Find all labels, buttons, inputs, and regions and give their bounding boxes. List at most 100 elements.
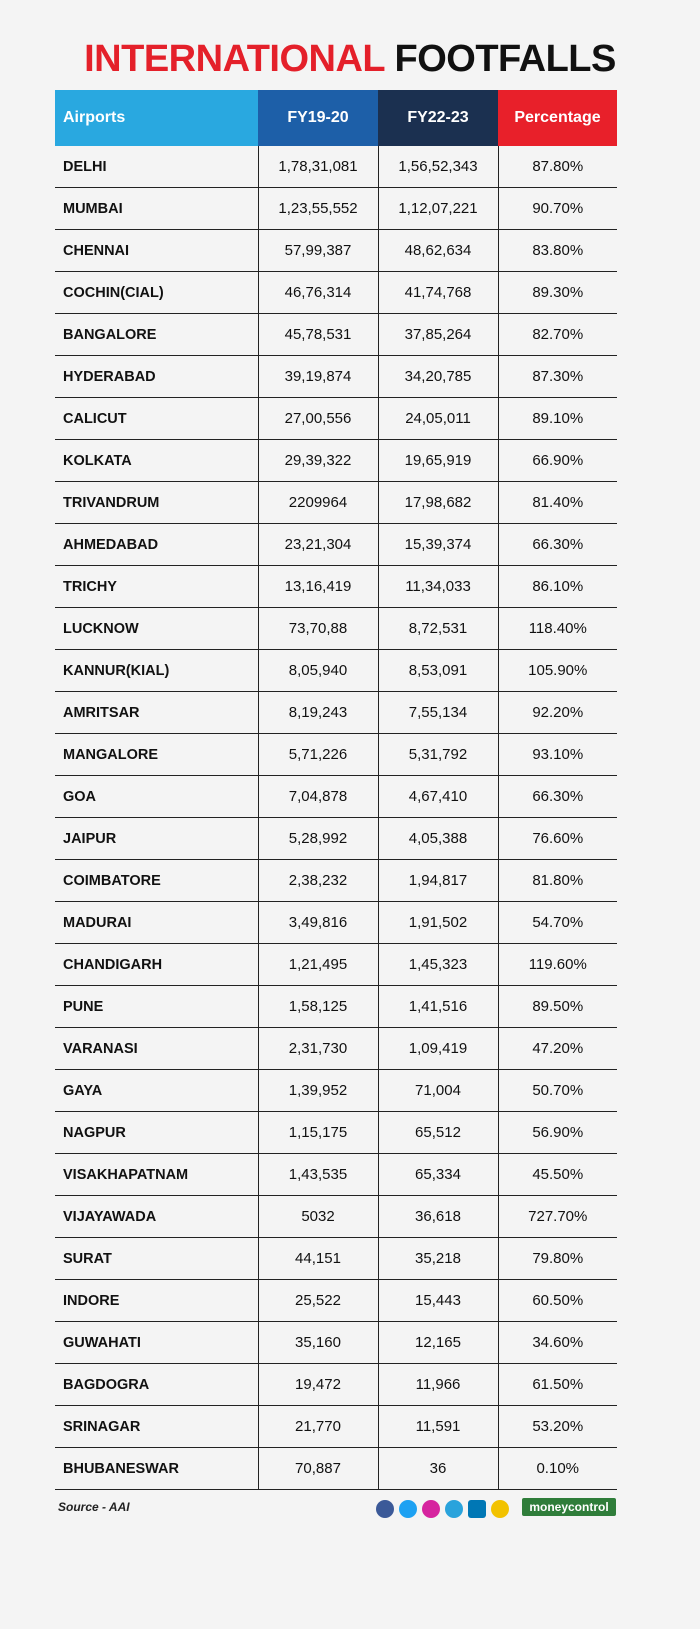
table-cell: 66.30% [498, 523, 617, 566]
title-red: INTERNATIONAL [84, 38, 385, 80]
table-row: BANGALORE 45,78,531 37,85,264 82.70% [55, 313, 617, 356]
table-cell: 89.30% [498, 271, 617, 314]
table-cell: 87.30% [498, 355, 617, 398]
source: Source - AAI [58, 1500, 130, 1514]
table-cell: 89.10% [498, 397, 617, 440]
table-body: DELHI 1,78,31,081 1,56,52,343 87.80% MUMBAI 1… [55, 146, 617, 1490]
table-cell: 8,19,243 [258, 691, 379, 734]
table-cell: 81.80% [498, 859, 617, 902]
table-cell: 17,98,682 [378, 481, 499, 524]
table-cell: 2,31,730 [258, 1027, 379, 1070]
table-cell: 1,94,817 [378, 859, 499, 902]
table-cell: 15,443 [378, 1279, 499, 1322]
data-table: Airports FY19-20 FY22-23 Percentage DELHI 1,… [55, 90, 617, 1490]
table-cell: 8,53,091 [378, 649, 499, 692]
table-cell: 19,65,919 [378, 439, 499, 482]
table-cell: 1,21,495 [258, 943, 379, 986]
table-cell: 90.70% [498, 187, 617, 230]
table-cell: 66.90% [498, 439, 617, 482]
table-row: TRIVANDRUM 2209964 17,98,682 81.40% [55, 481, 617, 524]
airport-name: COIMBATORE [55, 859, 259, 902]
table-row: LUCKNOW 73,70,88 8,72,531 118.40% [55, 607, 617, 650]
table-cell: 93.10% [498, 733, 617, 776]
table-cell: 87.80% [498, 146, 617, 188]
table-cell: 24,05,011 [378, 397, 499, 440]
table-cell: 36 [378, 1447, 499, 1490]
table-cell: 65,512 [378, 1111, 499, 1154]
table-cell: 36,618 [378, 1195, 499, 1238]
airport-name: INDORE [55, 1279, 259, 1322]
table-cell: 1,56,52,343 [378, 146, 499, 188]
table-row: MANGALORE 5,71,226 5,31,792 93.10% [55, 733, 617, 776]
table-cell: 0.10% [498, 1447, 617, 1490]
table-row: KANNUR(KIAL) 8,05,940 8,53,091 105.90% [55, 649, 617, 692]
table-row: CALICUT 27,00,556 24,05,011 89.10% [55, 397, 617, 440]
table-row: BHUBANESWAR 70,887 36 0.10% [55, 1447, 617, 1490]
table-row: COCHIN(CIAL) 46,76,314 41,74,768 89.30% [55, 271, 617, 314]
airport-name: MANGALORE [55, 733, 259, 776]
table-cell: 35,218 [378, 1237, 499, 1280]
table-row: GOA 7,04,878 4,67,410 66.30% [55, 775, 617, 818]
airport-name: NAGPUR [55, 1111, 259, 1154]
table-row: AMRITSAR 8,19,243 7,55,134 92.20% [55, 691, 617, 734]
airport-name: JAIPUR [55, 817, 259, 860]
airport-name: VARANASI [55, 1027, 259, 1070]
airport-name: PUNE [55, 985, 259, 1028]
table-cell: 29,39,322 [258, 439, 379, 482]
airport-name: SURAT [55, 1237, 259, 1280]
table-cell: 66.30% [498, 775, 617, 818]
table-cell: 27,00,556 [258, 397, 379, 440]
brand-logo: moneycontrol [522, 1498, 616, 1516]
table-row: BAGDOGRA 19,472 11,966 61.50% [55, 1363, 617, 1406]
column-header: Percentage [498, 90, 617, 146]
table-cell: 13,16,419 [258, 565, 379, 608]
airport-name: MUMBAI [55, 187, 259, 230]
table-cell: 8,72,531 [378, 607, 499, 650]
table-cell: 45.50% [498, 1153, 617, 1196]
table-cell: 46,76,314 [258, 271, 379, 314]
table-cell: 1,12,07,221 [378, 187, 499, 230]
airport-name: VISAKHAPATNAM [55, 1153, 259, 1196]
table-row: COIMBATORE 2,38,232 1,94,817 81.80% [55, 859, 617, 902]
table-cell: 44,151 [258, 1237, 379, 1280]
table-cell: 5,71,226 [258, 733, 379, 776]
header-row: Airports FY19-20 FY22-23 Percentage [55, 90, 617, 146]
table-cell: 35,160 [258, 1321, 379, 1364]
table-cell: 118.40% [498, 607, 617, 650]
table-row: SRINAGAR 21,770 11,591 53.20% [55, 1405, 617, 1448]
airport-name: AHMEDABAD [55, 523, 259, 566]
airport-name: LUCKNOW [55, 607, 259, 650]
airport-name: TRICHY [55, 565, 259, 608]
airport-name: GUWAHATI [55, 1321, 259, 1364]
table-cell: 4,67,410 [378, 775, 499, 818]
table-cell: 5,28,992 [258, 817, 379, 860]
title-black: FOOTFALLS [394, 38, 617, 80]
airport-name: KOLKATA [55, 439, 259, 482]
table-cell: 34,20,785 [378, 355, 499, 398]
table-row: GAYA 1,39,952 71,004 50.70% [55, 1069, 617, 1112]
table-row: VARANASI 2,31,730 1,09,419 47.20% [55, 1027, 617, 1070]
table-row: VIJAYAWADA 5032 36,618 727.70% [55, 1195, 617, 1238]
airport-name: AMRITSAR [55, 691, 259, 734]
table-cell: 4,05,388 [378, 817, 499, 860]
table-cell: 1,41,516 [378, 985, 499, 1028]
table-cell: 48,62,634 [378, 229, 499, 272]
table-cell: 57,99,387 [258, 229, 379, 272]
table-cell: 23,21,304 [258, 523, 379, 566]
table-cell: 1,39,952 [258, 1069, 379, 1112]
table-cell: 3,49,816 [258, 901, 379, 944]
airport-name: MADURAI [55, 901, 259, 944]
airport-name: BANGALORE [55, 313, 259, 356]
column-header: FY19-20 [258, 90, 378, 146]
table-cell: 1,78,31,081 [258, 146, 379, 188]
table-cell: 37,85,264 [378, 313, 499, 356]
table-cell: 8,05,940 [258, 649, 379, 692]
airport-name: BHUBANESWAR [55, 1447, 259, 1490]
table-cell: 82.70% [498, 313, 617, 356]
table-cell: 21,770 [258, 1405, 379, 1448]
table-cell: 76.60% [498, 817, 617, 860]
table-cell: 86.10% [498, 565, 617, 608]
table-cell: 89.50% [498, 985, 617, 1028]
table-cell: 92.20% [498, 691, 617, 734]
table-cell: 71,004 [378, 1069, 499, 1112]
